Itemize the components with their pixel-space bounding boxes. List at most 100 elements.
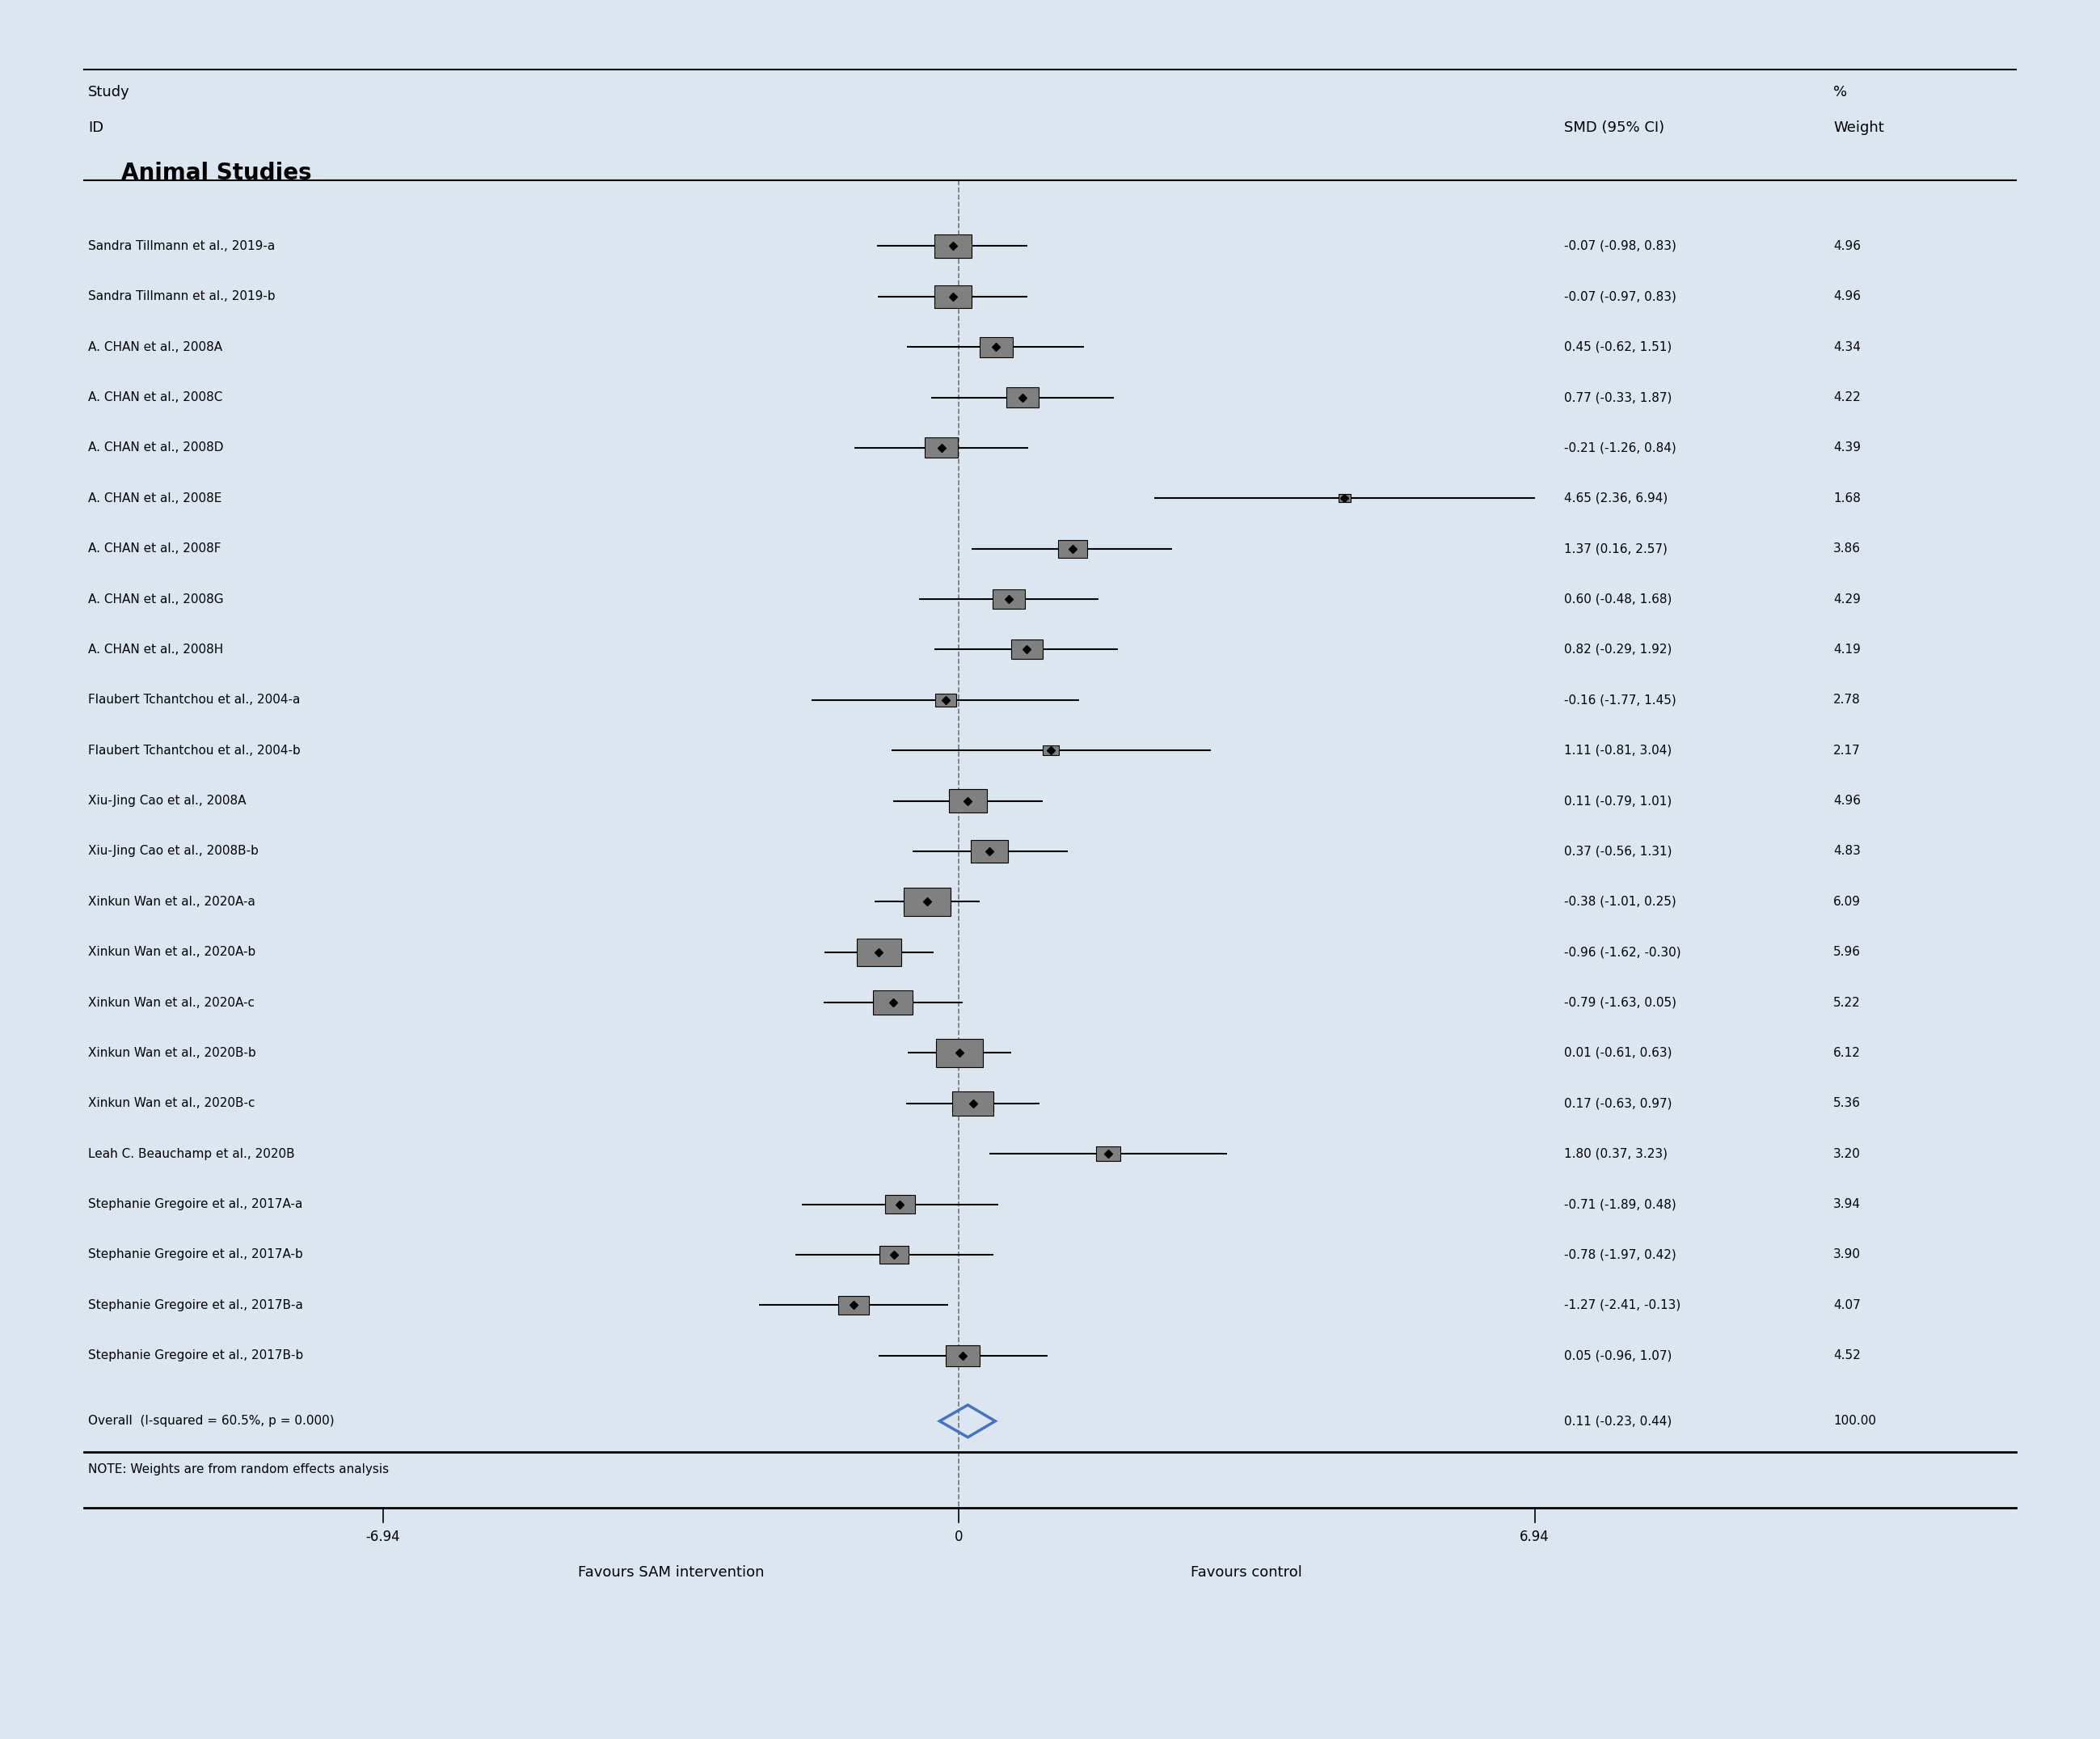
Bar xyxy=(1058,539,1088,558)
Text: 0.37 (-0.56, 1.31): 0.37 (-0.56, 1.31) xyxy=(1564,845,1672,857)
Text: Animal Studies: Animal Studies xyxy=(122,162,311,184)
Text: A. CHAN et al., 2008E: A. CHAN et al., 2008E xyxy=(88,492,223,504)
Bar xyxy=(935,235,972,257)
Text: ID: ID xyxy=(88,120,103,136)
Text: 3.94: 3.94 xyxy=(1833,1198,1861,1210)
Text: A. CHAN et al., 2008A: A. CHAN et al., 2008A xyxy=(88,341,223,353)
Text: -0.07 (-0.98, 0.83): -0.07 (-0.98, 0.83) xyxy=(1564,240,1676,252)
Bar xyxy=(979,337,1012,356)
Text: -0.16 (-1.77, 1.45): -0.16 (-1.77, 1.45) xyxy=(1564,694,1676,706)
Text: Xinkun Wan et al., 2020A-b: Xinkun Wan et al., 2020A-b xyxy=(88,946,256,958)
Bar xyxy=(991,590,1025,609)
Text: A. CHAN et al., 2008G: A. CHAN et al., 2008G xyxy=(88,593,223,605)
Bar xyxy=(924,438,958,457)
Bar xyxy=(935,694,956,706)
Text: Overall  (I-squared = 60.5%, p = 0.000): Overall (I-squared = 60.5%, p = 0.000) xyxy=(88,1416,334,1428)
Text: 0.45 (-0.62, 1.51): 0.45 (-0.62, 1.51) xyxy=(1564,341,1672,353)
Text: -0.71 (-1.89, 0.48): -0.71 (-1.89, 0.48) xyxy=(1564,1198,1676,1210)
Text: 0.05 (-0.96, 1.07): 0.05 (-0.96, 1.07) xyxy=(1564,1349,1672,1362)
Text: Sandra Tillmann et al., 2019-a: Sandra Tillmann et al., 2019-a xyxy=(88,240,275,252)
Text: 3.86: 3.86 xyxy=(1833,543,1861,555)
Text: Flaubert Tchantchou et al., 2004-b: Flaubert Tchantchou et al., 2004-b xyxy=(88,744,300,756)
Text: Xinkun Wan et al., 2020A-a: Xinkun Wan et al., 2020A-a xyxy=(88,896,256,908)
Text: -0.21 (-1.26, 0.84): -0.21 (-1.26, 0.84) xyxy=(1564,442,1676,454)
Text: 4.22: 4.22 xyxy=(1833,391,1861,403)
Text: -0.79 (-1.63, 0.05): -0.79 (-1.63, 0.05) xyxy=(1564,996,1676,1009)
Text: Sandra Tillmann et al., 2019-b: Sandra Tillmann et al., 2019-b xyxy=(88,290,275,303)
Text: -0.07 (-0.97, 0.83): -0.07 (-0.97, 0.83) xyxy=(1564,290,1676,303)
Text: 4.29: 4.29 xyxy=(1833,593,1861,605)
Text: 6.09: 6.09 xyxy=(1833,896,1861,908)
Text: 4.96: 4.96 xyxy=(1833,290,1861,303)
Text: A. CHAN et al., 2008D: A. CHAN et al., 2008D xyxy=(88,442,223,454)
Text: 4.19: 4.19 xyxy=(1833,643,1861,656)
Text: 4.83: 4.83 xyxy=(1833,845,1861,857)
Text: 2.17: 2.17 xyxy=(1833,744,1861,756)
Text: 4.52: 4.52 xyxy=(1833,1349,1861,1362)
Bar xyxy=(838,1296,869,1315)
Bar xyxy=(937,1038,983,1068)
Bar xyxy=(874,991,914,1014)
Text: 5.36: 5.36 xyxy=(1833,1097,1861,1109)
Text: Favours SAM intervention: Favours SAM intervention xyxy=(578,1565,764,1579)
Text: 3.90: 3.90 xyxy=(1833,1249,1861,1261)
Text: 4.96: 4.96 xyxy=(1833,240,1861,252)
Bar xyxy=(1042,746,1058,755)
Text: A. CHAN et al., 2008F: A. CHAN et al., 2008F xyxy=(88,543,221,555)
Text: 1.68: 1.68 xyxy=(1833,492,1861,504)
Text: A. CHAN et al., 2008H: A. CHAN et al., 2008H xyxy=(88,643,223,656)
Bar xyxy=(884,1195,916,1214)
Text: 4.39: 4.39 xyxy=(1833,442,1861,454)
Text: Stephanie Gregoire et al., 2017B-a: Stephanie Gregoire et al., 2017B-a xyxy=(88,1299,302,1311)
Text: 5.22: 5.22 xyxy=(1833,996,1861,1009)
Bar xyxy=(1006,388,1040,407)
Bar xyxy=(935,285,972,308)
Bar xyxy=(945,1346,981,1365)
Text: 0.60 (-0.48, 1.68): 0.60 (-0.48, 1.68) xyxy=(1564,593,1672,605)
Text: SMD (95% CI): SMD (95% CI) xyxy=(1564,120,1663,136)
Text: 0.77 (-0.33, 1.87): 0.77 (-0.33, 1.87) xyxy=(1564,391,1672,403)
Text: -0.38 (-1.01, 0.25): -0.38 (-1.01, 0.25) xyxy=(1564,896,1676,908)
Text: -1.27 (-2.41, -0.13): -1.27 (-2.41, -0.13) xyxy=(1564,1299,1680,1311)
Text: 0.11 (-0.79, 1.01): 0.11 (-0.79, 1.01) xyxy=(1564,795,1672,807)
Text: 0.17 (-0.63, 0.97): 0.17 (-0.63, 0.97) xyxy=(1564,1097,1672,1109)
Text: 3.20: 3.20 xyxy=(1833,1148,1861,1160)
Text: Stephanie Gregoire et al., 2017A-a: Stephanie Gregoire et al., 2017A-a xyxy=(88,1198,302,1210)
Text: Xinkun Wan et al., 2020A-c: Xinkun Wan et al., 2020A-c xyxy=(88,996,254,1009)
Text: -0.96 (-1.62, -0.30): -0.96 (-1.62, -0.30) xyxy=(1564,946,1680,958)
Text: Weight: Weight xyxy=(1833,120,1884,136)
Bar xyxy=(1010,640,1044,659)
Text: 0.01 (-0.61, 0.63): 0.01 (-0.61, 0.63) xyxy=(1564,1047,1672,1059)
Text: Xiu-Jing Cao et al., 2008A: Xiu-Jing Cao et al., 2008A xyxy=(88,795,246,807)
Text: 6.94: 6.94 xyxy=(1520,1530,1550,1544)
Text: NOTE: Weights are from random effects analysis: NOTE: Weights are from random effects an… xyxy=(88,1462,388,1475)
Text: Study: Study xyxy=(88,85,130,99)
Text: 100.00: 100.00 xyxy=(1833,1416,1875,1428)
Text: Leah C. Beauchamp et al., 2020B: Leah C. Beauchamp et al., 2020B xyxy=(88,1148,294,1160)
Text: 0.82 (-0.29, 1.92): 0.82 (-0.29, 1.92) xyxy=(1564,643,1672,656)
Text: 0: 0 xyxy=(956,1530,964,1544)
Text: Stephanie Gregoire et al., 2017B-b: Stephanie Gregoire et al., 2017B-b xyxy=(88,1349,302,1362)
Text: Favours control: Favours control xyxy=(1191,1565,1302,1579)
Bar xyxy=(953,1090,993,1116)
Text: A. CHAN et al., 2008C: A. CHAN et al., 2008C xyxy=(88,391,223,403)
Bar xyxy=(1338,494,1350,503)
Text: %: % xyxy=(1833,85,1848,99)
Text: Xinkun Wan et al., 2020B-b: Xinkun Wan et al., 2020B-b xyxy=(88,1047,256,1059)
Text: Xiu-Jing Cao et al., 2008B-b: Xiu-Jing Cao et al., 2008B-b xyxy=(88,845,258,857)
Text: 0.11 (-0.23, 0.44): 0.11 (-0.23, 0.44) xyxy=(1564,1416,1672,1428)
Text: -6.94: -6.94 xyxy=(365,1530,399,1544)
Bar xyxy=(905,887,951,916)
Bar xyxy=(1096,1146,1119,1162)
Text: 5.96: 5.96 xyxy=(1833,946,1861,958)
Text: -0.78 (-1.97, 0.42): -0.78 (-1.97, 0.42) xyxy=(1564,1249,1676,1261)
Text: Flaubert Tchantchou et al., 2004-a: Flaubert Tchantchou et al., 2004-a xyxy=(88,694,300,706)
Text: 1.37 (0.16, 2.57): 1.37 (0.16, 2.57) xyxy=(1564,543,1667,555)
Text: 6.12: 6.12 xyxy=(1833,1047,1861,1059)
Bar xyxy=(949,790,987,812)
Bar xyxy=(857,939,901,965)
Text: 4.65 (2.36, 6.94): 4.65 (2.36, 6.94) xyxy=(1564,492,1667,504)
Text: 4.07: 4.07 xyxy=(1833,1299,1861,1311)
Text: 4.34: 4.34 xyxy=(1833,341,1861,353)
Text: 4.96: 4.96 xyxy=(1833,795,1861,807)
